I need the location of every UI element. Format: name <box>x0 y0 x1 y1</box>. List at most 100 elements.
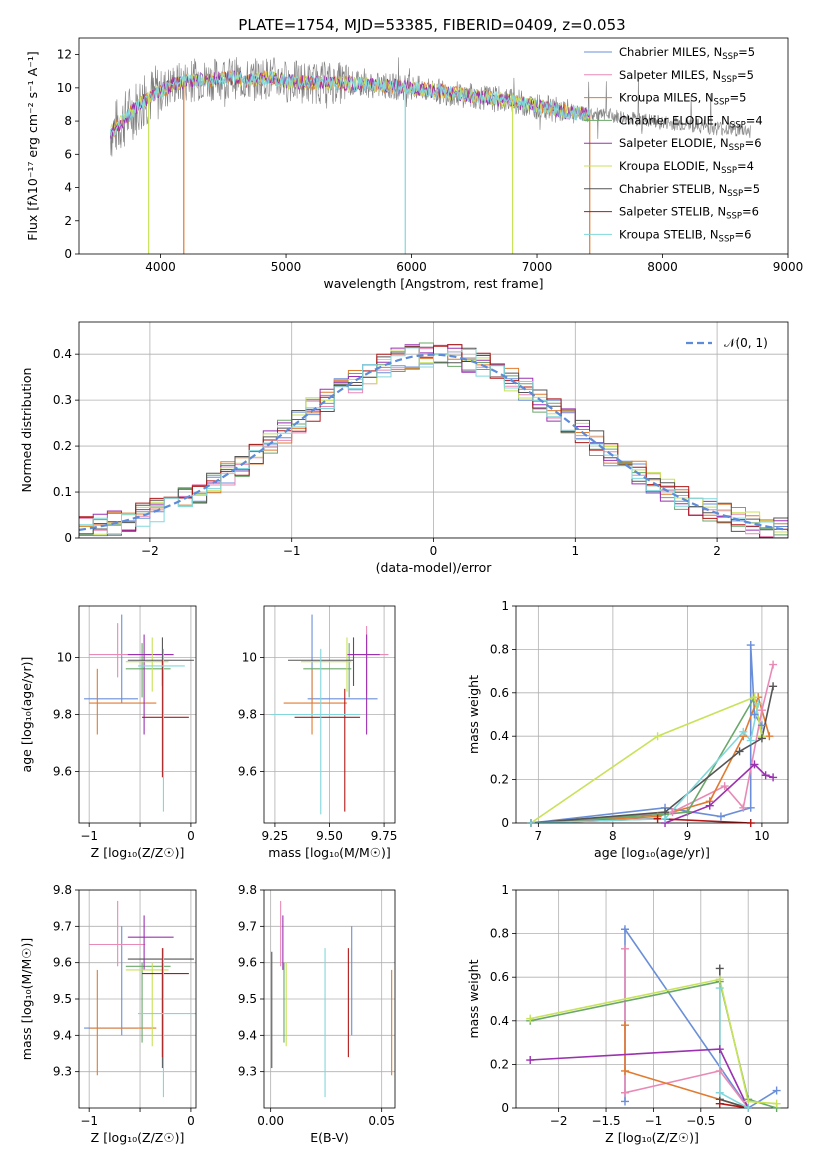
age-vs-mass-panel: 9.25 9.50 9.75 9.6 9.8 10 mass [log₁₀(M/M☉)] <box>238 605 398 860</box>
x-axis-label: Z [log₁₀(Z/Z☉)] <box>91 1130 185 1145</box>
x-tick-label: 0 <box>430 544 438 558</box>
data-point-marker <box>715 1045 724 1054</box>
data-point-marker <box>772 1099 781 1108</box>
data-point-marker <box>757 706 766 715</box>
y-tick-label: 10 <box>57 650 72 664</box>
y-tick-label: 4 <box>64 181 72 195</box>
axes-frame <box>263 889 396 1109</box>
y-tick-label: 6 <box>64 147 72 161</box>
data-point-marker <box>620 1097 629 1106</box>
y-tick-label: 9.6 <box>53 765 72 779</box>
x-axis-label: Z [log₁₀(Z/Z☉)] <box>91 845 185 860</box>
y-tick-label: 1 <box>501 599 509 613</box>
x-tick-label: 5000 <box>271 260 302 274</box>
data-point-marker <box>715 1088 724 1097</box>
y-tick-label: 9.6 <box>238 956 257 970</box>
legend-label-text: Chabrier STELIB, N <box>619 182 727 196</box>
chart-layer: 4000 5000 6000 7000 8000 9000024681012wavelen… <box>19 37 803 1145</box>
y-tick-label: 9.7 <box>238 919 257 933</box>
y-tick-label: 0.3 <box>53 393 72 407</box>
y-tick-label: 0.8 <box>490 642 509 656</box>
legend-count: =6 <box>742 205 759 219</box>
data-point-marker <box>653 732 662 741</box>
data-point-marker <box>668 808 677 817</box>
x-axis-label: Z [log₁₀(Z/Z☉)] <box>605 1130 699 1145</box>
legend-label-text: Kroupa STELIB, N <box>619 227 719 241</box>
x-tick-label: −1.5 <box>591 1114 620 1128</box>
y-tick-label: 2 <box>64 214 72 228</box>
y-tick-label: 0 <box>501 1101 509 1115</box>
data-point-marker <box>746 819 755 827</box>
data-point-marker <box>772 1086 781 1095</box>
legend-label-text: Chabrier MILES, N <box>619 45 722 59</box>
x-tick-label: 9.50 <box>316 829 343 843</box>
y-axis-label: mass weight <box>466 959 481 1038</box>
y-tick-label: 0.8 <box>490 927 509 941</box>
legend-count: =4 <box>737 159 754 173</box>
y-tick-label: 0.6 <box>490 686 509 700</box>
x-tick-label: 8 <box>609 829 617 843</box>
legend-label: Salpeter ELODIE, NSSP=6 <box>619 136 762 153</box>
y-tick-label: 9.3 <box>238 1065 257 1079</box>
data-point-marker <box>715 975 724 984</box>
y-tick-label: 0.2 <box>53 439 72 453</box>
y-axis-label: age [log₁₀(age/yr)] <box>19 657 34 773</box>
legend-label: Salpeter STELIB, NSSP=6 <box>619 205 759 222</box>
legend-subscript: SSP <box>730 120 746 130</box>
y-tick-label: 9.5 <box>53 992 72 1006</box>
series-line <box>664 763 774 823</box>
x-tick-label: −1 <box>645 1114 663 1128</box>
x-axis-label: wavelength [Angstrom, rest frame] <box>323 276 543 291</box>
y-tick-label: 0 <box>501 816 509 830</box>
series-line <box>530 978 777 1105</box>
data-point-marker <box>744 1104 753 1112</box>
x-tick-label: −1 <box>80 1114 98 1128</box>
series-line <box>530 686 774 823</box>
y-tick-label: 9.6 <box>53 956 72 970</box>
normal-curve <box>79 353 788 531</box>
figure-title: PLATE=1754, MJD=53385, FIBERID=0409, z=0… <box>238 16 625 34</box>
y-tick-label: 9.8 <box>238 883 257 897</box>
mass-vs-EBV-plot-area <box>264 890 395 1108</box>
axes-frame <box>515 605 789 824</box>
y-axis-label: mass [log₁₀(M/M☉)] <box>19 938 34 1060</box>
legend-label-text: Kroupa MILES, N <box>619 91 714 105</box>
x-axis-label: E(B-V) <box>310 1130 349 1145</box>
x-tick-label: 2 <box>713 544 721 558</box>
x-tick-label: 0.05 <box>368 1114 395 1128</box>
data-point-marker <box>746 803 755 812</box>
data-point-marker <box>526 1014 535 1023</box>
legend-label-text: Chabrier ELODIE, N <box>619 113 730 127</box>
y-tick-label: 0.6 <box>490 970 509 984</box>
axes-frame <box>78 321 789 539</box>
data-point-marker <box>720 782 729 791</box>
legend-label: 𝒩(0, 1) <box>724 336 768 350</box>
legend-label-text: Salpeter MILES, N <box>619 68 721 82</box>
mass-vs-Z-plot-area <box>79 890 196 1108</box>
y-tick-label: 10 <box>57 81 72 95</box>
age-vs-Z-panel: −1 0 9.6 9.8 10 Z [log₁₀(Z/Z☉)] age [log₁₀(age… <box>19 605 197 860</box>
data-point-marker <box>715 1099 724 1108</box>
legend-count: =5 <box>738 45 755 59</box>
y-tick-label: 0.4 <box>490 1014 509 1028</box>
age-vs-Z-plot-area <box>79 606 196 823</box>
observed-spectrum-line <box>110 56 751 157</box>
x-tick-label: 9 <box>684 829 692 843</box>
legend-subscript: SSP <box>727 189 743 199</box>
data-point-marker <box>769 682 778 691</box>
spectrum-plot-area <box>110 56 751 254</box>
series-line <box>530 695 763 823</box>
x-tick-label: 9.75 <box>371 829 398 843</box>
massweight-vs-Z-panel: −2 −1.5 −1 −0.5 0 0 0.2 0.4 0.6 0.8 1 Z [log₁₀(Z/Z☉… <box>466 883 789 1145</box>
data-point-marker <box>620 1088 629 1097</box>
legend-subscript: SSP <box>729 143 745 153</box>
x-tick-label: 0 <box>187 1114 195 1128</box>
data-point-marker <box>715 1066 724 1075</box>
x-tick-label: −2 <box>141 544 159 558</box>
y-tick-label: 9.6 <box>238 765 257 779</box>
data-point-marker <box>739 727 748 736</box>
data-point-marker <box>620 1066 629 1075</box>
y-tick-label: 0 <box>64 247 72 261</box>
x-tick-label: 7 <box>535 829 543 843</box>
legend-label: Chabrier ELODIE, NSSP=4 <box>619 113 763 130</box>
